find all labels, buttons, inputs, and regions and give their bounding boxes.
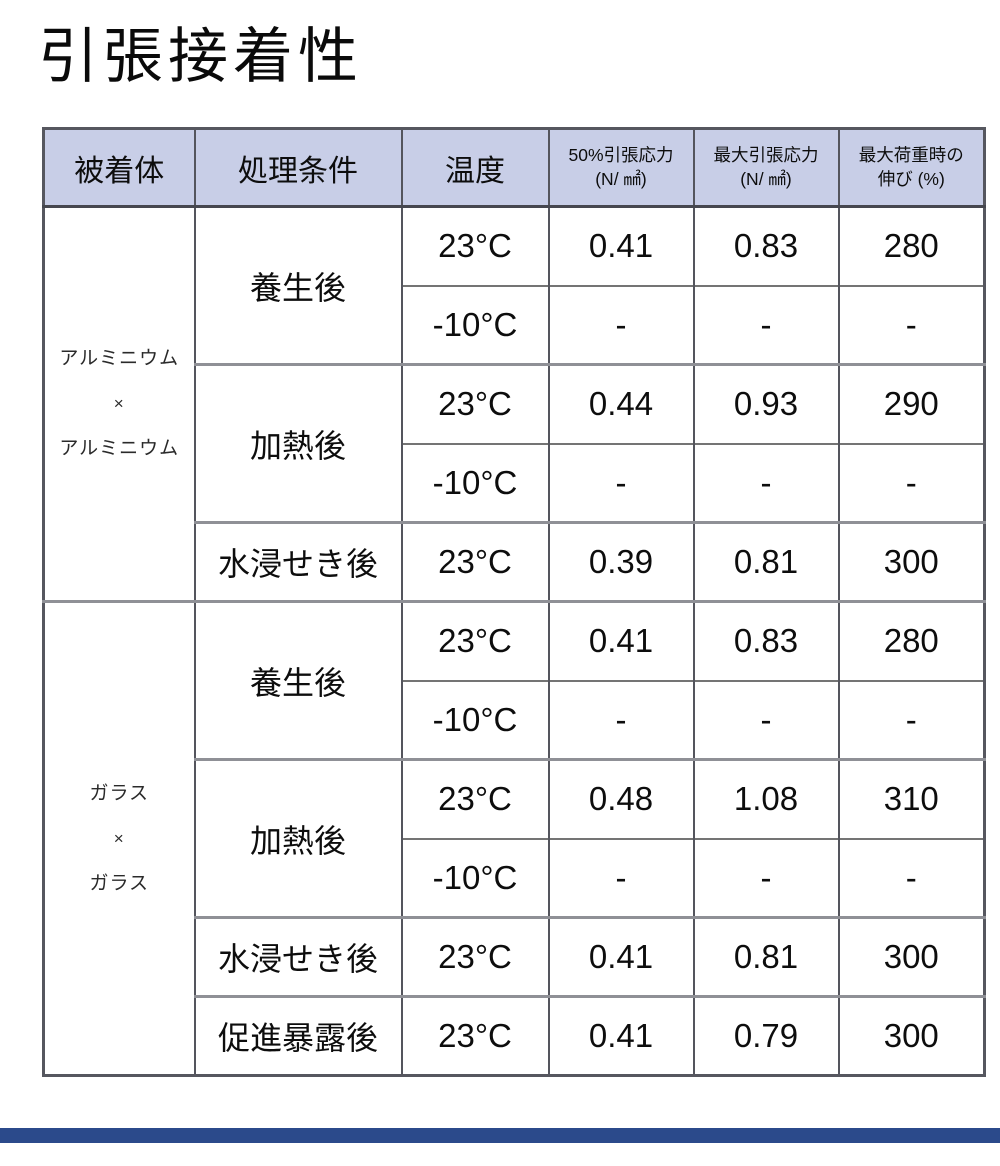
adherend-cell-aluminum: アルミニウム × アルミニウム xyxy=(44,207,195,602)
table-row: 加熱後 23°C 0.44 0.93 290 xyxy=(44,363,985,523)
treatment-cell-water-immersion: 水浸せき後 xyxy=(193,521,402,602)
stress50-cell: - xyxy=(547,284,694,365)
stress50-cell: 0.41 xyxy=(547,600,694,681)
max-stress-cell: - xyxy=(692,679,839,760)
temperature-cell: 23°C xyxy=(400,600,549,681)
header-adherend: 被着体 xyxy=(43,128,195,208)
elongation-cell: - xyxy=(837,679,985,760)
elongation-cell: 310 xyxy=(837,758,985,839)
max-stress-cell: - xyxy=(692,837,839,918)
header-max-stress-line1: 最大引張応力 xyxy=(713,145,819,166)
stress50-cell: - xyxy=(547,837,694,918)
treatment-cell-curing: 養生後 xyxy=(193,600,402,760)
temperature-cell: 23°C xyxy=(400,206,549,286)
temperature-cell: -10°C xyxy=(400,679,549,760)
elongation-cell: 290 xyxy=(837,363,985,444)
temperature-cell: 23°C xyxy=(400,916,549,997)
table-row: -10°C - - - xyxy=(44,284,985,365)
adherend-line: アルミニウム xyxy=(59,348,180,369)
temperature-cell: -10°C xyxy=(400,284,549,365)
treatment-cell-heating: 加熱後 xyxy=(193,758,402,918)
max-stress-cell: 1.08 xyxy=(692,758,839,839)
header-elongation-line2: 伸び (%) xyxy=(877,168,945,189)
max-stress-cell: - xyxy=(692,442,839,523)
table-row: アルミニウム × アルミニウム 養生後 23°C 0.41 0.83 280 xyxy=(44,206,985,459)
elongation-cell: 300 xyxy=(837,995,985,1076)
table-row: 水浸せき後 23°C 0.41 0.81 300 xyxy=(44,916,985,997)
treatment-cell-water-immersion: 水浸せき後 xyxy=(193,916,402,997)
temperature-cell: -10°C xyxy=(400,837,549,918)
adherend-line: ガラス xyxy=(89,872,150,894)
header-max-stress: 最大引張応力 (N/ ㎟) xyxy=(692,128,839,208)
elongation-cell: - xyxy=(837,284,985,365)
temperature-cell: -10°C xyxy=(400,442,549,523)
header-stress50-line2: (N/ ㎟) xyxy=(595,168,647,189)
header-treatment: 処理条件 xyxy=(193,128,402,208)
stress50-cell: 0.48 xyxy=(547,758,694,839)
multiply-symbol: × xyxy=(113,828,125,848)
header-stress50: 50%引張応力 (N/ ㎟) xyxy=(547,128,694,208)
adherend-line: ガラス xyxy=(89,782,150,804)
elongation-cell: 280 xyxy=(837,600,985,681)
header-temperature: 温度 xyxy=(400,128,549,208)
table-row: -10°C - - - xyxy=(44,679,985,760)
max-stress-cell: 0.81 xyxy=(692,916,839,997)
elongation-cell: 300 xyxy=(837,916,985,997)
max-stress-cell: - xyxy=(692,284,839,365)
stress50-cell: - xyxy=(547,679,694,760)
adherend-line: アルミニウム xyxy=(59,438,180,459)
stress50-cell: 0.41 xyxy=(547,206,694,286)
header-elongation: 最大荷重時の 伸び (%) xyxy=(837,128,985,208)
max-stress-cell: 0.79 xyxy=(692,995,839,1076)
page-title: 引張接着性 xyxy=(38,23,363,90)
tensile-adhesion-table: 被着体 処理条件 温度 50%引張応力 (N/ ㎟) 最大引張応力 (N/ ㎟)… xyxy=(42,127,986,1077)
stress50-cell: 0.39 xyxy=(547,521,694,602)
header-elongation-line1: 最大荷重時の xyxy=(858,145,964,166)
table-row: ガラス × ガラス 養生後 23°C 0.41 0.83 280 xyxy=(43,600,985,1076)
max-stress-cell: 0.93 xyxy=(692,363,839,444)
stress50-cell: 0.44 xyxy=(547,363,694,444)
elongation-cell: - xyxy=(837,442,985,523)
footer-accent-bar xyxy=(0,1128,1000,1143)
table-row: 加熱後 23°C 0.48 1.08 310 xyxy=(44,758,985,918)
temperature-cell: 23°C xyxy=(400,995,549,1076)
adherend-cell-glass: ガラス × ガラス xyxy=(43,600,195,1076)
elongation-cell: 280 xyxy=(837,206,985,286)
header-row: 被着体 処理条件 温度 50%引張応力 (N/ ㎟) 最大引張応力 (N/ ㎟)… xyxy=(43,128,985,208)
elongation-cell: 300 xyxy=(837,521,985,602)
max-stress-cell: 0.83 xyxy=(692,600,839,681)
header-max-stress-line2: (N/ ㎟) xyxy=(740,168,792,189)
table-row: -10°C - - - xyxy=(44,442,985,523)
treatment-cell-heating: 加熱後 xyxy=(193,363,402,523)
stress50-cell: - xyxy=(547,442,694,523)
multiply-symbol: × xyxy=(113,394,125,413)
max-stress-cell: 0.81 xyxy=(692,521,839,602)
max-stress-cell: 0.83 xyxy=(692,206,839,286)
treatment-cell-curing: 養生後 xyxy=(193,206,402,365)
elongation-cell: - xyxy=(837,837,985,918)
temperature-cell: 23°C xyxy=(400,758,549,839)
stress50-cell: 0.41 xyxy=(547,916,694,997)
table-row: -10°C - - - xyxy=(44,837,985,918)
table-row: 水浸せき後 23°C 0.39 0.81 300 xyxy=(44,521,985,602)
stress50-cell: 0.41 xyxy=(547,995,694,1076)
temperature-cell: 23°C xyxy=(400,363,549,444)
temperature-cell: 23°C xyxy=(400,521,549,602)
header-stress50-line1: 50%引張応力 xyxy=(568,145,674,166)
table-row: 促進暴露後 23°C 0.41 0.79 300 xyxy=(44,995,985,1076)
treatment-cell-accelerated-exposure: 促進暴露後 xyxy=(193,995,402,1076)
